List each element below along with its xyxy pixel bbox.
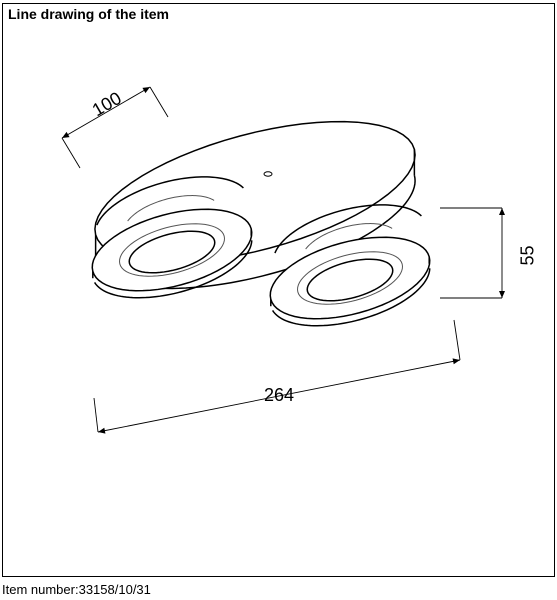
- item-number: Item number:33158/10/31: [2, 582, 151, 597]
- dimension-height: 55: [518, 245, 539, 265]
- item-line-drawing: [0, 0, 557, 600]
- dimension-width: 264: [264, 385, 294, 406]
